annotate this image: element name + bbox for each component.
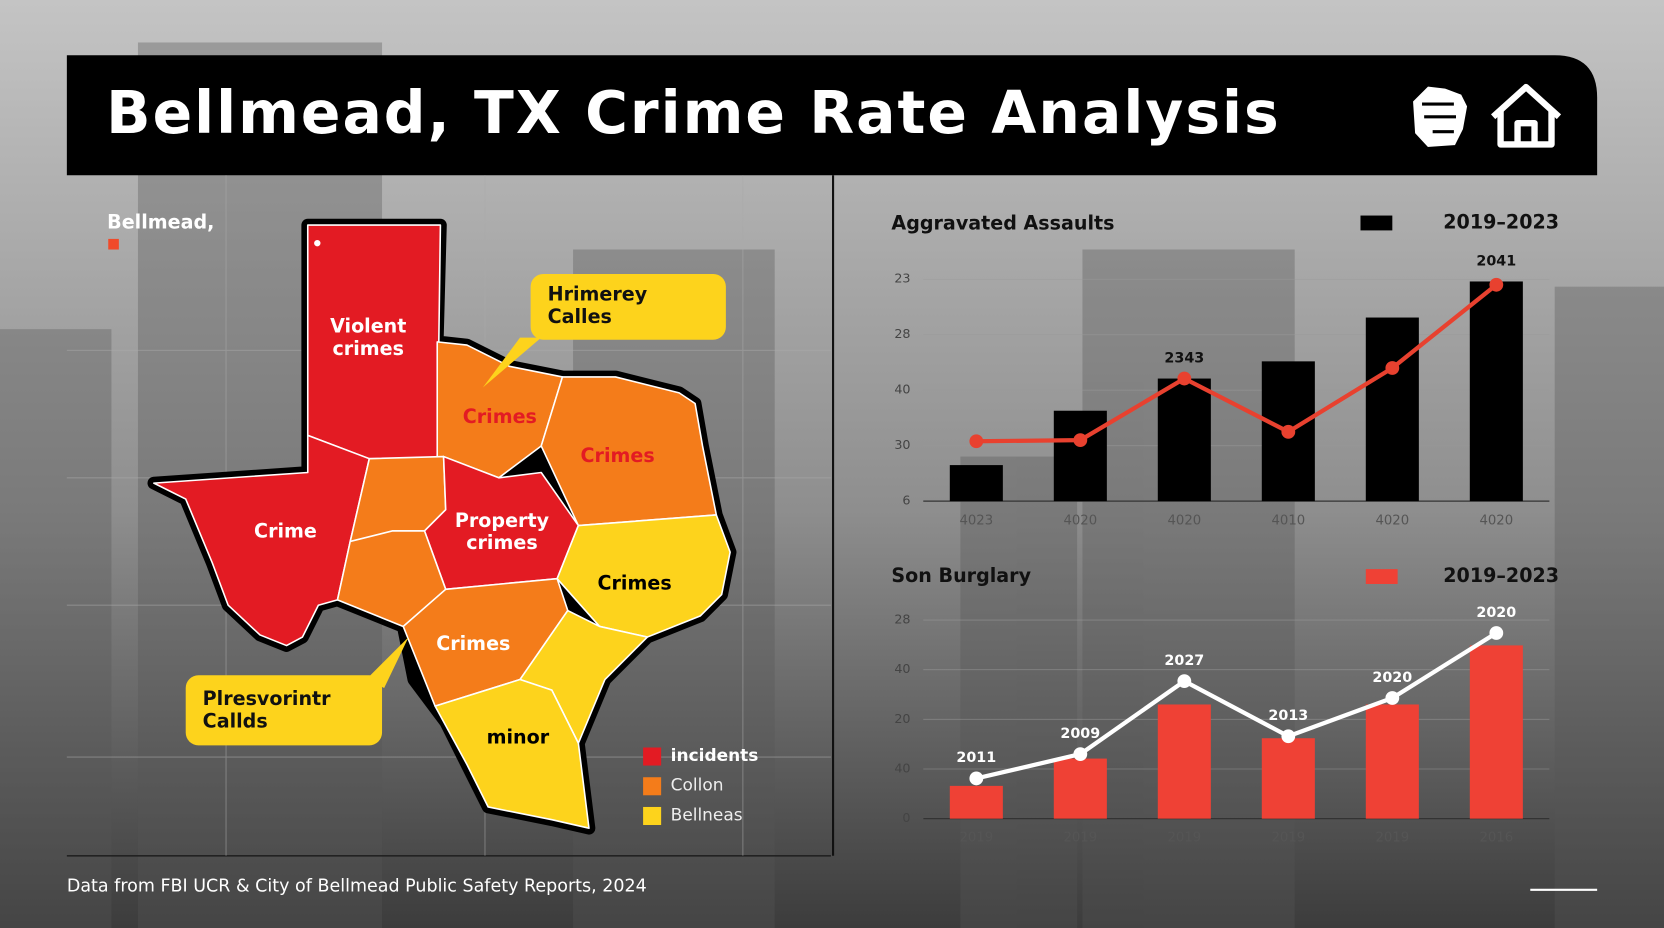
- annotation: 2041: [1476, 253, 1516, 269]
- line-point: [1489, 277, 1504, 292]
- annotation: 2343: [1164, 350, 1204, 366]
- callouts: [185, 273, 726, 746]
- texas-map: [147, 218, 737, 835]
- legend-label: Collon: [671, 776, 724, 796]
- line-point: [969, 434, 984, 449]
- line-point: [1177, 371, 1192, 386]
- y-tick-label: 40: [894, 383, 910, 398]
- title-bar: [66, 55, 1598, 176]
- line-point: [1281, 729, 1296, 744]
- x-tick-label: 4023: [959, 513, 993, 528]
- house-icon: [1491, 83, 1562, 148]
- annotation: 2013: [1268, 708, 1308, 724]
- map-label: crimes: [466, 531, 537, 554]
- y-tick-label: 20: [894, 712, 910, 727]
- bar: [1157, 704, 1211, 819]
- callout-text: Callds: [203, 710, 268, 733]
- bar: [1469, 281, 1523, 502]
- x-tick-label: 2019: [1375, 831, 1409, 846]
- x-tick-label: 4020: [1167, 513, 1201, 528]
- y-tick-label: 6: [902, 494, 910, 509]
- y-tick-label: 40: [894, 761, 910, 776]
- bar: [1261, 738, 1315, 819]
- bar: [1365, 704, 1419, 819]
- fist-icon: [1409, 83, 1471, 151]
- y-tick-label: 30: [894, 438, 910, 453]
- map-label: Crime: [254, 519, 317, 542]
- line-point: [1073, 747, 1088, 762]
- map-label: Crimes: [598, 571, 672, 594]
- line-point: [1385, 361, 1400, 375]
- legend-swatch: [643, 806, 662, 826]
- callout-text: Calles: [548, 305, 612, 328]
- annotation: 2009: [1060, 726, 1100, 742]
- map-label: crimes: [333, 337, 404, 360]
- map-heading: Bellmead,: [107, 210, 214, 233]
- x-tick-label: 2016: [1479, 831, 1513, 846]
- annotation: 2027: [1164, 653, 1204, 669]
- annotation: 2011: [956, 750, 996, 766]
- bar: [1157, 378, 1211, 502]
- page-title: Bellmead, TX Crime Rate Analysis: [106, 79, 1279, 147]
- x-tick-label: 4020: [1479, 513, 1513, 528]
- callout-text: Plresvorintr: [203, 687, 331, 710]
- map-label: Crimes: [463, 405, 537, 428]
- legend-label: 2019–2023: [1443, 564, 1559, 587]
- footer-source: Data from FBI UCR & City of Bellmead Pub…: [67, 877, 647, 897]
- y-tick-label: 0: [902, 811, 910, 826]
- map-label: minor: [487, 725, 550, 748]
- map-label: Crimes: [581, 444, 655, 467]
- bar: [1053, 758, 1107, 819]
- line: [976, 283, 1498, 444]
- bar: [1365, 317, 1419, 502]
- chart-title: Aggravated Assaults: [891, 212, 1114, 235]
- legend-label: 2019–2023: [1443, 210, 1559, 233]
- map-label: Crimes: [436, 632, 510, 655]
- line-point: [1281, 424, 1296, 439]
- map-label: Violent: [330, 315, 406, 338]
- map-label: Property: [455, 509, 550, 532]
- legend-swatch: [643, 747, 662, 766]
- x-tick-label: 2019: [1063, 831, 1097, 846]
- x-tick-label: 2019: [1167, 831, 1201, 846]
- line-point: [1385, 691, 1400, 705]
- annotation: 2020: [1476, 605, 1516, 621]
- x-tick-label: 2019: [959, 831, 993, 846]
- line-point: [969, 771, 984, 786]
- line: [975, 631, 1498, 781]
- x-tick-label: 2019: [1271, 831, 1305, 846]
- callout-text: Hrimerey: [548, 283, 648, 306]
- legend-swatch: [1365, 569, 1398, 584]
- line-point: [1489, 626, 1504, 640]
- bar: [949, 785, 1003, 819]
- x-tick-label: 4020: [1063, 513, 1097, 528]
- x-tick-label: 4020: [1375, 513, 1409, 528]
- bar: [949, 465, 1003, 502]
- legend-label: Bellneas: [671, 805, 743, 825]
- line-point: [1073, 433, 1088, 448]
- legend-swatch: [643, 777, 662, 796]
- x-tick-label: 4010: [1271, 513, 1305, 528]
- y-tick-label: 40: [894, 662, 910, 677]
- line-point: [1177, 674, 1192, 689]
- legend-label: incidents: [671, 746, 759, 766]
- bar: [1469, 645, 1523, 819]
- annotation: 2020: [1372, 670, 1412, 686]
- legend-swatch: [1360, 215, 1393, 231]
- chart-title: Son Burglary: [891, 564, 1031, 587]
- y-tick-label: 28: [894, 327, 910, 342]
- y-tick-label: 23: [894, 272, 910, 287]
- map-swatch: [108, 238, 119, 250]
- bar: [1053, 410, 1107, 502]
- y-tick-label: 28: [894, 613, 910, 628]
